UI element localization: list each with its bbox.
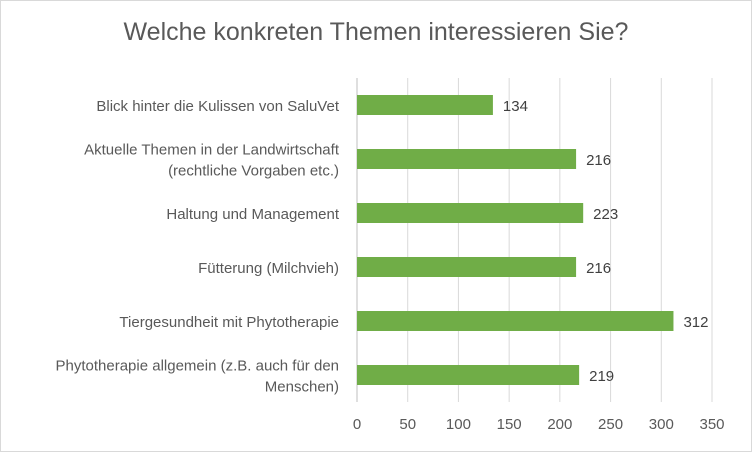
data-labels: 134 216 223 216 312 219 bbox=[503, 98, 709, 385]
chart-title: Welche konkreten Themen interessieren Si… bbox=[123, 18, 629, 46]
x-tick-label: 50 bbox=[399, 416, 416, 433]
gridlines bbox=[356, 78, 713, 402]
x-tick-label: 350 bbox=[699, 416, 724, 433]
data-label: 223 bbox=[593, 206, 618, 223]
category-label: Blick hinter die Kulissen von SaluVet bbox=[96, 98, 339, 115]
x-tick-label: 150 bbox=[497, 416, 522, 433]
data-label: 219 bbox=[589, 368, 614, 385]
bars bbox=[357, 95, 674, 385]
category-label: Tiergesundheit mit Phytotherapie bbox=[119, 314, 339, 331]
bar bbox=[357, 365, 580, 385]
category-labels: Blick hinter die Kulissen von SaluVet Akt… bbox=[56, 98, 340, 396]
data-label: 216 bbox=[586, 260, 611, 277]
category-label: Haltung und Management bbox=[166, 206, 339, 223]
bar bbox=[357, 203, 584, 223]
data-label: 216 bbox=[586, 152, 611, 169]
x-tick-label: 250 bbox=[598, 416, 623, 433]
x-axis-tick-labels: 0 50 100 150 200 250 300 350 bbox=[353, 416, 725, 433]
category-label: Fütterung (Milchvieh) bbox=[198, 260, 339, 277]
bar bbox=[357, 311, 674, 331]
category-label: Phytotherapie allgemein (z.B. auch für d… bbox=[56, 358, 340, 396]
data-label: 134 bbox=[503, 98, 528, 115]
bar bbox=[357, 257, 577, 277]
bar bbox=[357, 149, 577, 169]
category-label: Aktuelle Themen in der Landwirtschaft (re… bbox=[84, 142, 340, 180]
x-tick-label: 100 bbox=[446, 416, 471, 433]
data-label: 312 bbox=[683, 314, 708, 331]
bar bbox=[357, 95, 493, 115]
x-tick-label: 200 bbox=[547, 416, 572, 433]
x-tick-label: 0 bbox=[353, 416, 361, 433]
x-tick-label: 300 bbox=[649, 416, 674, 433]
